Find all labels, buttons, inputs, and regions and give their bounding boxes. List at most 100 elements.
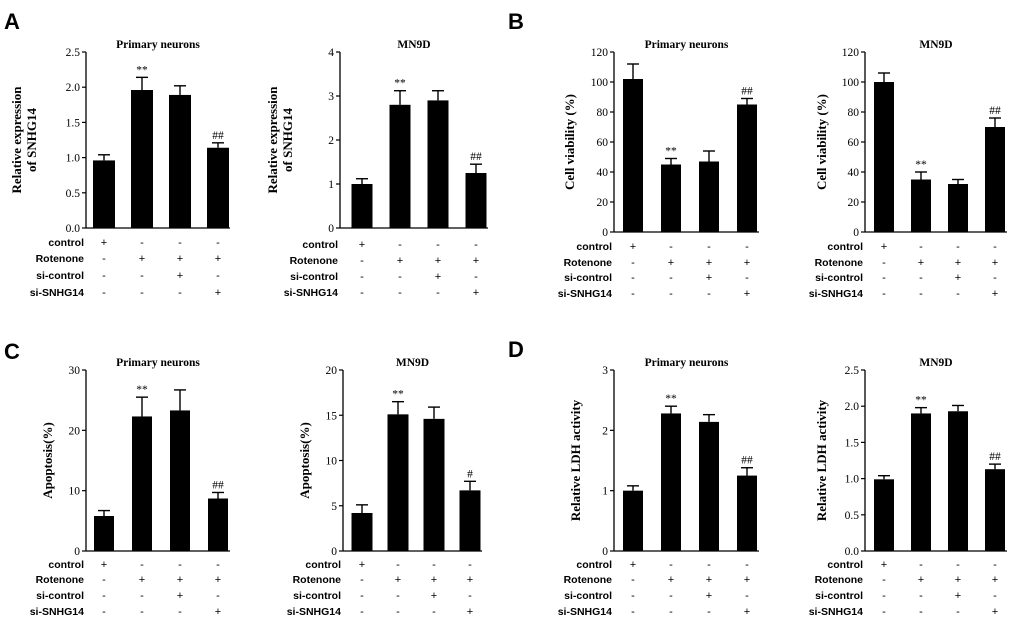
condition-sign: + [668, 574, 674, 586]
y-axis-label: Relative expression [9, 86, 24, 194]
chart-7: 0.0 0.5 1.0 1.5 2.0 2.5 MN9D Relative LDH activ… [809, 357, 1007, 618]
condition-sign: - [396, 559, 400, 571]
condition-sign: - [993, 272, 997, 284]
y-axis-label: Apoptosis(%) [297, 422, 312, 499]
condition-sign: - [360, 271, 364, 283]
condition-label: si-control [36, 590, 84, 602]
bar [207, 147, 229, 228]
significance-mark: ** [136, 64, 148, 76]
chart-4: 0 10 20 30 Primary neurons Apoptosis(%) ** ## co… [30, 357, 230, 618]
condition-sign: + [177, 574, 183, 586]
condition-sign: - [745, 272, 749, 284]
condition-sign: + [139, 253, 145, 265]
y-tick-label: 0 [74, 546, 80, 558]
condition-sign: - [882, 606, 886, 618]
y-axis-label: Cell viability (%) [814, 94, 829, 190]
y-tick-label: 1 [602, 486, 608, 498]
y-tick-label: 120 [842, 47, 860, 59]
y-tick-label: 0.5 [66, 188, 81, 200]
condition-sign: - [956, 559, 960, 571]
condition-sign: - [216, 270, 220, 282]
condition-sign: - [669, 241, 673, 253]
bar [874, 479, 894, 551]
y-tick-label: 0 [602, 227, 608, 239]
y-tick-label: 120 [591, 47, 609, 59]
condition-sign: - [360, 590, 364, 602]
bar [699, 421, 719, 551]
condition-sign: - [398, 239, 402, 251]
chart-5: 0 5 10 15 20 MN9D Apoptosis(%) ** # control + - - - Ro… [287, 357, 482, 618]
condition-label: Rotenone [564, 257, 613, 269]
condition-sign: - [140, 287, 144, 299]
condition-label: Rotenone [815, 574, 864, 586]
condition-sign: + [435, 255, 441, 267]
condition-sign: + [431, 574, 437, 586]
condition-sign: - [882, 272, 886, 284]
y-tick-label: 2 [602, 425, 608, 437]
condition-sign: + [467, 574, 473, 586]
y-tick-label: 1.5 [845, 437, 860, 449]
bar [985, 469, 1005, 551]
condition-sign: + [431, 590, 437, 602]
chart-6: 0 1 2 3 Primary neurons Relative LDH activity… [558, 357, 759, 618]
y-tick-label: 1.0 [66, 153, 81, 165]
y-tick-label: 10 [326, 456, 338, 468]
panel-letter-a: A [4, 9, 20, 34]
bar [874, 82, 894, 232]
y-tick-label: 40 [597, 167, 609, 179]
condition-sign: - [993, 559, 997, 571]
condition-sign: - [669, 559, 673, 571]
y-tick-label: 0.0 [845, 546, 860, 558]
condition-sign: + [992, 288, 998, 300]
condition-sign: - [436, 287, 440, 299]
y-tick-label: 20 [597, 197, 609, 209]
condition-sign: - [631, 272, 635, 284]
y-tick-label: 4 [328, 47, 334, 59]
condition-label: si-control [815, 590, 863, 602]
condition-sign: - [474, 239, 478, 251]
condition-sign: - [140, 559, 144, 571]
panel-letter-c: C [4, 339, 20, 364]
condition-sign: - [398, 287, 402, 299]
condition-sign: - [396, 606, 400, 618]
condition-sign: - [956, 288, 960, 300]
condition-sign: + [744, 574, 750, 586]
condition-sign: - [468, 590, 472, 602]
bar [661, 164, 681, 232]
y-tick-label: 1.5 [66, 117, 81, 129]
y-tick-label: 20 [848, 197, 860, 209]
bar [94, 516, 114, 551]
condition-label: si-SNHG14 [809, 288, 863, 300]
condition-label: Rotenone [815, 257, 864, 269]
condition-sign: - [882, 288, 886, 300]
y-tick-label: 0 [331, 546, 337, 558]
bar [985, 127, 1005, 232]
y-tick-label: 60 [597, 137, 609, 149]
bar [737, 104, 757, 232]
condition-sign: - [178, 606, 182, 618]
significance-mark: ## [212, 479, 224, 491]
condition-sign: - [474, 271, 478, 283]
significance-mark: ** [136, 384, 148, 396]
condition-label: si-SNHG14 [287, 606, 341, 618]
condition-sign: + [992, 574, 998, 586]
bar [661, 413, 681, 551]
condition-sign: + [215, 287, 221, 299]
condition-sign: - [432, 559, 436, 571]
condition-label: si-control [290, 271, 338, 283]
condition-label: control [302, 239, 338, 251]
bar [387, 414, 409, 551]
condition-label: si-control [36, 270, 84, 282]
condition-sign: - [669, 288, 673, 300]
y-tick-label: 40 [848, 167, 860, 179]
y-axis-label: of SNHG14 [24, 108, 39, 172]
bar [132, 416, 152, 551]
condition-sign: + [630, 241, 636, 253]
condition-sign: + [467, 606, 473, 618]
condition-sign: - [631, 574, 635, 586]
y-tick-label: 80 [597, 107, 609, 119]
condition-sign: + [215, 574, 221, 586]
condition-sign: + [706, 574, 712, 586]
condition-label: control [48, 559, 84, 571]
condition-sign: - [102, 270, 106, 282]
